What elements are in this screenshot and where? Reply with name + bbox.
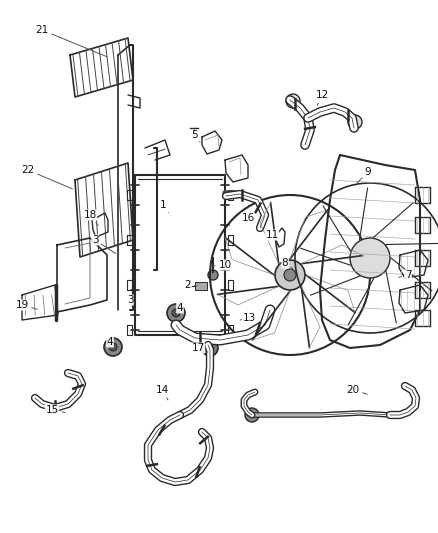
Text: 14: 14 — [155, 385, 169, 400]
Circle shape — [208, 270, 218, 280]
Text: 13: 13 — [240, 313, 256, 323]
Text: 3: 3 — [127, 295, 133, 310]
Circle shape — [286, 94, 300, 108]
Circle shape — [275, 260, 305, 290]
Text: 12: 12 — [315, 90, 328, 106]
Text: 11: 11 — [265, 230, 279, 240]
Text: 20: 20 — [346, 385, 367, 395]
Text: 1: 1 — [160, 200, 168, 213]
Text: 2: 2 — [185, 280, 197, 290]
Circle shape — [109, 343, 117, 351]
Circle shape — [284, 269, 296, 281]
Circle shape — [207, 345, 213, 351]
Text: 19: 19 — [15, 300, 37, 310]
Text: 15: 15 — [46, 405, 65, 415]
Circle shape — [245, 408, 259, 422]
Text: 18: 18 — [83, 210, 98, 226]
Text: 22: 22 — [21, 165, 72, 189]
Text: 4: 4 — [107, 337, 113, 347]
Bar — [195, 282, 207, 290]
Text: 5: 5 — [191, 130, 200, 142]
Circle shape — [348, 115, 362, 129]
Text: 17: 17 — [191, 343, 208, 353]
Circle shape — [104, 338, 122, 356]
Text: 7: 7 — [399, 270, 411, 280]
Text: 8: 8 — [282, 258, 293, 269]
Text: 9: 9 — [357, 167, 371, 183]
Text: 4: 4 — [172, 303, 184, 313]
Circle shape — [202, 340, 218, 356]
Text: 10: 10 — [213, 260, 232, 270]
Circle shape — [172, 309, 180, 317]
Circle shape — [350, 238, 390, 278]
Text: 16: 16 — [241, 213, 258, 224]
Text: 3: 3 — [92, 235, 116, 254]
Circle shape — [167, 304, 185, 322]
Text: 21: 21 — [35, 25, 107, 57]
